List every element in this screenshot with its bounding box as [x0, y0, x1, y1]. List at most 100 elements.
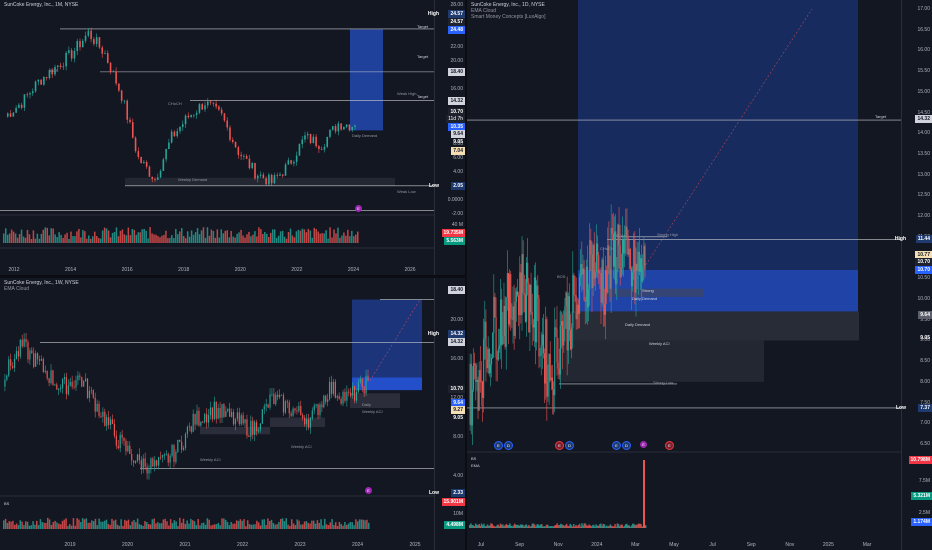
weekly-volume-bar — [190, 518, 192, 529]
weekly-time-axis[interactable]: 2019 2020 2021 2022 2023 2024 2025 — [0, 540, 435, 550]
monthly-volume-bar — [224, 230, 226, 243]
monthly-candle — [20, 104, 23, 108]
weekly-volume-bar — [219, 525, 221, 529]
earnings-icon[interactable]: E — [494, 441, 503, 450]
daily-time-axis[interactable]: Jul Sep Nov 2024 Mar May Jul Sep Nov 2025 Mar — [467, 540, 902, 550]
dividend-icon[interactable]: D — [565, 441, 574, 450]
monthly-volume-bar — [121, 229, 124, 243]
daily-volume-bar — [610, 525, 613, 528]
weekly-volume-bar — [85, 518, 88, 529]
monthly-chart-panel[interactable]: SunCoke Energy, Inc., 1M, NYSE Target Ta… — [0, 0, 465, 275]
weekly-candle — [79, 375, 81, 378]
monthly-volume-bar — [167, 238, 169, 243]
daily-candle — [537, 285, 539, 299]
daily-demand2-label: Daily Demand — [625, 322, 651, 327]
weekly-price-axis[interactable]: 20.00 16.00 12.00 8.00 4.00 18.40 High 14.32… — [428, 278, 465, 550]
weekly-candle — [259, 423, 262, 430]
weekly-volume-bar — [48, 519, 51, 529]
daily-chart-panel[interactable]: SunCoke Energy, Inc., 1D, NYSE EMA Cloud… — [467, 0, 932, 550]
weekly-volume-bar — [21, 521, 23, 529]
daily-indicator-ema-cloud[interactable]: EMA Cloud — [471, 8, 497, 14]
demand-zone — [352, 377, 422, 391]
weekly-volume-bar — [50, 524, 53, 529]
weekly-candle — [238, 412, 240, 425]
daily-volume-bar — [486, 524, 489, 528]
daily-price-plot[interactable] — [467, 0, 902, 540]
weekly-candle — [261, 409, 263, 424]
earnings-icon[interactable]: E — [665, 441, 674, 450]
weekly-volume-tag-2: 4.498M — [444, 521, 465, 529]
daily-candle — [547, 382, 549, 397]
weekly-candle — [96, 403, 98, 412]
earnings-icon[interactable]: E — [612, 441, 621, 450]
weekly-candle — [240, 415, 242, 425]
daily-volume-ema[interactable]: EMA — [471, 463, 480, 468]
daily-volume-bar — [571, 526, 574, 528]
weekly-price-plot[interactable] — [0, 278, 435, 540]
daily-candle — [516, 291, 519, 296]
weekly-candle — [144, 458, 146, 467]
weekly-volume-bar — [175, 521, 177, 529]
weekly-candle — [83, 381, 85, 387]
daily-candle — [536, 285, 538, 343]
weekly-volume-bar — [120, 519, 122, 529]
monthly-volume-bar — [4, 228, 7, 243]
event-flag-icon[interactable]: E — [355, 205, 362, 212]
weekly-candle — [344, 391, 346, 401]
weekly-candle — [148, 469, 150, 474]
daily-candle — [590, 240, 592, 255]
monthly-volume-bar — [186, 231, 189, 243]
daily-candle — [503, 305, 505, 337]
weekly-time-tick: 2022 — [236, 542, 249, 548]
daily-volume-title[interactable]: BS — [471, 456, 477, 461]
daily-volume-bar — [474, 523, 477, 528]
weekly-candle — [86, 378, 89, 398]
daily-price-axis[interactable]: 17.00 16.50 16.00 15.50 15.00 14.50 14.00 13.50… — [895, 0, 932, 550]
dividend-icon[interactable]: D — [504, 441, 513, 450]
monthly-candle — [159, 170, 162, 178]
monthly-time-axis[interactable]: 2012 2014 2016 2018 2020 2022 2024 2026 — [0, 265, 435, 275]
weekly-candle — [63, 377, 66, 380]
daily-candle — [560, 321, 563, 326]
weekly-candle — [15, 351, 18, 359]
daily-volume-bar — [626, 523, 628, 528]
weekly-indicator-ema-cloud[interactable]: EMA Cloud — [4, 286, 30, 292]
event-flag-icon[interactable]: E — [365, 487, 372, 494]
bos-label: BOS — [50, 68, 59, 73]
dividend-icon[interactable]: D — [622, 441, 631, 450]
earnings-icon[interactable]: E — [555, 441, 564, 450]
weekly-volume-bar — [144, 521, 146, 529]
daily-volume-bar — [645, 525, 647, 528]
weekly-demand-label: Weekly Demand — [178, 177, 208, 182]
daily-candle — [480, 381, 482, 383]
daily-candle — [636, 263, 638, 271]
monthly-candle — [298, 144, 301, 156]
daily-candle — [643, 245, 645, 266]
weekly-candle — [271, 393, 273, 395]
monthly-candle — [312, 136, 315, 144]
monthly-price-axis[interactable]: 28.0026.0024.0022.0020.0018.0016.0014.00… — [428, 0, 465, 275]
daily-volume-bar — [498, 526, 501, 528]
daily-indicator-smc[interactable]: Smart Money Concepts [LuxAlgo] — [471, 14, 546, 20]
monthly-candle — [84, 35, 87, 41]
daily-candle — [584, 299, 586, 302]
daily-candle — [633, 239, 635, 273]
weekly-chart-panel[interactable]: SunCoke Energy, Inc., 1W, NYSE EMA Cloud… — [0, 278, 465, 550]
weekly-volume-bar — [61, 520, 64, 529]
monthly-candle — [223, 113, 226, 121]
weekly-candle — [156, 460, 158, 466]
daily-candle — [625, 226, 627, 239]
weekly-candle — [146, 466, 148, 474]
monthly-volume-bar — [228, 237, 230, 243]
weekly-volume-title[interactable]: BS — [4, 501, 10, 506]
daily-price-tick: 8.50 — [920, 358, 930, 365]
event-flag-icon[interactable]: E — [640, 441, 647, 448]
daily-volume-bar — [485, 526, 488, 528]
monthly-price-tick: 28.00 — [450, 2, 463, 8]
monthly-candle — [215, 103, 217, 107]
monthly-price-plot[interactable] — [0, 0, 435, 265]
weekly-candle — [136, 454, 139, 461]
daily-candle — [492, 333, 494, 358]
weekly-candle — [108, 417, 110, 425]
weekly-candle — [40, 359, 43, 361]
